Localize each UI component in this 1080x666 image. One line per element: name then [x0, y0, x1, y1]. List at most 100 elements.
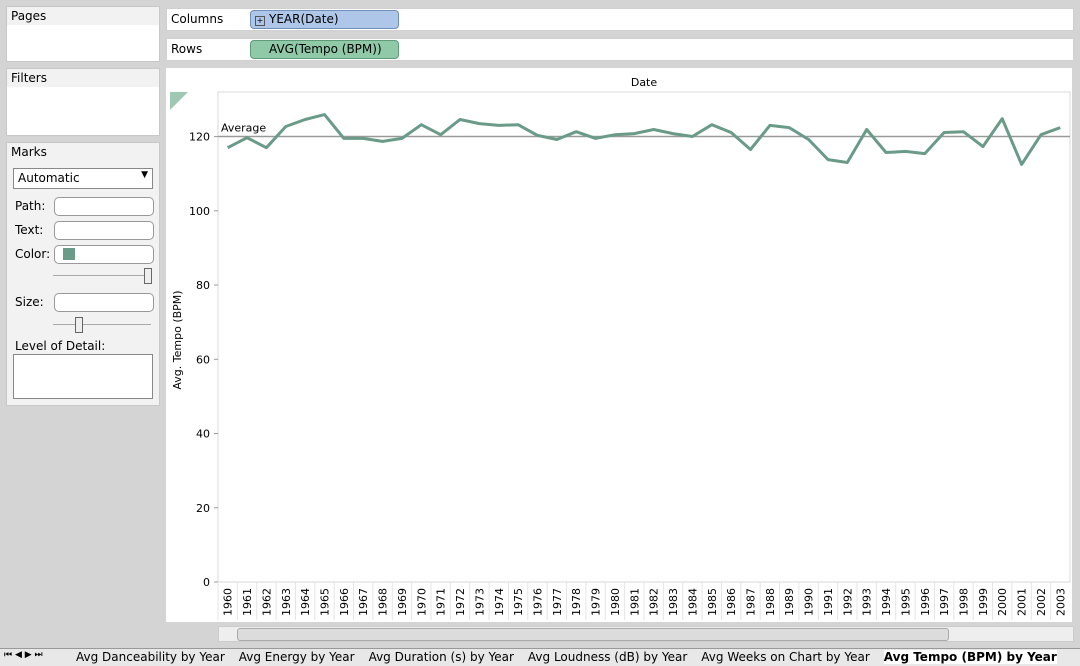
- y-tick-label: 20: [196, 502, 210, 515]
- reference-label: Average: [221, 122, 266, 135]
- x-tick-label: 1986: [725, 588, 738, 616]
- x-header: Date: [631, 76, 658, 89]
- sheet-tab[interactable]: Avg Weeks on Chart by Year: [701, 650, 870, 664]
- x-tick-label: 1980: [609, 588, 622, 616]
- x-tick-label: 1969: [396, 588, 409, 616]
- x-tick-label: 1988: [764, 588, 777, 616]
- x-tick-label: 1983: [667, 588, 680, 616]
- x-tick-label: 1967: [357, 588, 370, 616]
- field-box[interactable]: [54, 293, 154, 312]
- x-tick-label: 1984: [686, 588, 699, 616]
- field-box[interactable]: [54, 221, 154, 240]
- sheet-tab[interactable]: Avg Loudness (dB) by Year: [527, 650, 688, 664]
- pages-card: Pages: [6, 6, 160, 62]
- marks-title: Marks: [11, 145, 47, 159]
- detail-label: Level of Detail:: [15, 339, 106, 353]
- opacity-handle[interactable]: [144, 268, 152, 284]
- x-tick-label: 1972: [454, 588, 467, 616]
- x-tick-label: 1968: [377, 588, 390, 616]
- x-tick-label: 1970: [415, 588, 428, 616]
- dropdown-arrow: ▼: [141, 170, 148, 180]
- x-tick-label: 1993: [861, 588, 874, 616]
- x-tick-label: 2003: [1054, 588, 1067, 616]
- expand-icon[interactable]: +: [255, 16, 265, 26]
- x-tick-label: 2001: [1016, 588, 1029, 616]
- tab-nav[interactable]: ⏮ ◀ ▶ ⏭: [4, 650, 43, 660]
- sheet-tabs: ⏮ ◀ ▶ ⏭ Avg Danceability by Year Avg Energ…: [0, 648, 1080, 666]
- size-slider[interactable]: [53, 324, 151, 325]
- sheet-tab[interactable]: Avg Danceability by Year: [76, 650, 225, 664]
- size-handle[interactable]: [75, 317, 83, 333]
- x-tick-label: 1975: [512, 588, 525, 616]
- x-tick-label: 1974: [493, 588, 506, 616]
- x-tick-label: 1976: [532, 588, 545, 616]
- x-tick-label: 1977: [551, 588, 564, 616]
- rows-pill[interactable]: AVG(Tempo (BPM)): [250, 40, 399, 59]
- field-box[interactable]: [54, 197, 154, 216]
- filters-header: [7, 69, 159, 87]
- x-tick-label: 1973: [473, 588, 486, 616]
- sheet-tab[interactable]: Avg Energy by Year: [238, 650, 355, 664]
- mark-type-dropdown[interactable]: Automatic ▼: [13, 168, 153, 189]
- scroll-thumb[interactable]: [237, 628, 949, 641]
- x-tick-label: 1991: [822, 588, 835, 616]
- marks-card: Marks Automatic ▼ Path: Text: Color: Size: …: [6, 142, 160, 406]
- mark-type-value: Automatic: [18, 171, 80, 185]
- x-tick-label: 1979: [590, 588, 603, 616]
- pages-title: Pages: [11, 9, 47, 23]
- sheet-tab[interactable]: Avg Tempo (BPM) by Year: [883, 650, 1057, 664]
- y-tick-label: 0: [203, 576, 210, 589]
- filters-title: Filters: [11, 71, 47, 85]
- opacity-slider[interactable]: [53, 275, 151, 276]
- filters-card: Filters: [6, 68, 160, 136]
- x-tick-label: 1990: [803, 588, 816, 616]
- field-box[interactable]: [54, 245, 154, 264]
- x-tick-label: 1989: [783, 588, 796, 616]
- y-tick-label: 100: [189, 205, 210, 218]
- x-tick-label: 1985: [706, 588, 719, 616]
- x-tick-label: 1964: [299, 588, 312, 616]
- x-tick-label: 1960: [222, 588, 235, 616]
- columns-label: Columns: [171, 12, 224, 26]
- x-tick-label: 1963: [280, 588, 293, 616]
- x-tick-label: 1997: [938, 588, 951, 616]
- rows-label: Rows: [171, 42, 203, 56]
- corner-icon: [170, 92, 188, 110]
- x-tick-label: 1995: [899, 588, 912, 616]
- pages-header: [7, 7, 159, 25]
- x-tick-label: 1981: [628, 588, 641, 616]
- x-tick-label: 1965: [319, 588, 332, 616]
- plot-frame: [217, 91, 1071, 583]
- y-axis-title: Avg. Tempo (BPM): [171, 290, 184, 389]
- sheet-tab[interactable]: Avg Duration (s) by Year: [368, 650, 514, 664]
- rows-shelf: Rows AVG(Tempo (BPM)): [166, 38, 1074, 61]
- columns-pill[interactable]: + YEAR(Date): [250, 10, 399, 29]
- x-tick-label: 1999: [977, 588, 990, 616]
- x-tick-label: 1992: [841, 588, 854, 616]
- columns-pill-text: YEAR(Date): [269, 12, 339, 26]
- x-tick-label: 1994: [880, 588, 893, 616]
- y-tick-label: 60: [196, 353, 210, 366]
- x-tick-label: 1978: [570, 588, 583, 616]
- field-label: Path:: [15, 199, 46, 213]
- x-tick-label: 1962: [260, 588, 273, 616]
- field-label: Text:: [15, 223, 44, 237]
- x-tick-label: 2000: [996, 588, 1009, 616]
- data-line: [227, 113, 1061, 166]
- x-tick-label: 2002: [1035, 588, 1048, 616]
- x-tick-label: 1971: [435, 588, 448, 616]
- columns-shelf: Columns + YEAR(Date): [166, 8, 1074, 31]
- x-tick-label: 1996: [919, 588, 932, 616]
- detail-box[interactable]: [13, 354, 153, 399]
- x-tick-label: 1998: [958, 588, 971, 616]
- field-label: Color:: [15, 247, 51, 261]
- field-label: Size:: [15, 295, 44, 309]
- y-tick-label: 40: [196, 428, 210, 441]
- chart: Date Avg. Tempo (BPM) 0 20 40 60 80 100 120 196…: [166, 68, 1072, 622]
- color-swatch[interactable]: [63, 248, 75, 260]
- x-tick-label: 1982: [648, 588, 661, 616]
- y-tick-label: 120: [189, 131, 210, 144]
- horizontal-scrollbar[interactable]: [218, 626, 1074, 642]
- x-tick-label: 1987: [745, 588, 758, 616]
